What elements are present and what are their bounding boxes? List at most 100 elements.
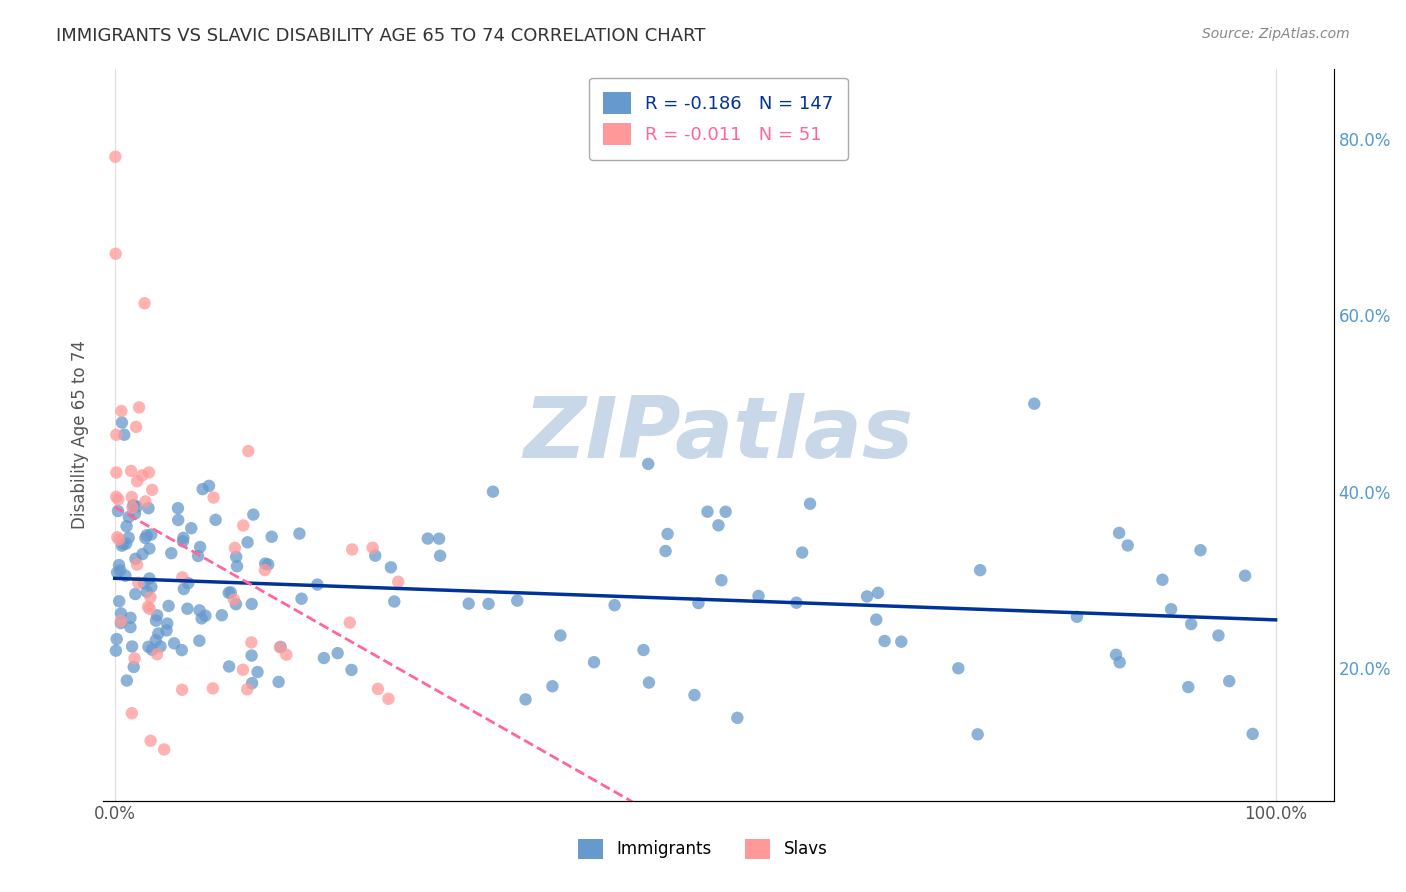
Immigrants bbox=[225, 597, 247, 611]
Immigrants bbox=[211, 608, 233, 623]
Slavs bbox=[105, 466, 128, 480]
Slavs bbox=[134, 296, 156, 310]
Slavs bbox=[125, 558, 148, 572]
Immigrants bbox=[122, 499, 145, 513]
Immigrants bbox=[122, 660, 145, 674]
Immigrants bbox=[111, 416, 134, 430]
Immigrants bbox=[138, 572, 160, 586]
Immigrants bbox=[856, 590, 879, 604]
Immigrants bbox=[873, 634, 896, 648]
Immigrants bbox=[257, 558, 280, 572]
Immigrants bbox=[380, 560, 402, 574]
Immigrants bbox=[969, 563, 991, 577]
Immigrants bbox=[1177, 680, 1199, 694]
Immigrants bbox=[145, 614, 167, 628]
Immigrants bbox=[1160, 602, 1182, 616]
Immigrants bbox=[307, 577, 329, 591]
Immigrants bbox=[1108, 656, 1130, 670]
Immigrants bbox=[1066, 609, 1088, 624]
Immigrants bbox=[226, 559, 249, 574]
Slavs bbox=[110, 404, 132, 418]
Immigrants bbox=[260, 530, 283, 544]
Immigrants bbox=[654, 544, 676, 558]
Immigrants bbox=[180, 521, 202, 535]
Immigrants bbox=[254, 557, 277, 571]
Immigrants bbox=[110, 607, 132, 621]
Immigrants bbox=[710, 574, 733, 588]
Immigrants bbox=[124, 507, 146, 521]
Slavs bbox=[269, 640, 291, 655]
Slavs bbox=[134, 494, 156, 508]
Immigrants bbox=[146, 608, 169, 623]
Slavs bbox=[124, 651, 146, 665]
Slavs bbox=[232, 518, 254, 533]
Immigrants bbox=[172, 531, 194, 545]
Immigrants bbox=[218, 586, 240, 600]
Immigrants bbox=[141, 642, 163, 657]
Immigrants bbox=[138, 640, 160, 654]
Slavs bbox=[224, 541, 246, 555]
Immigrants bbox=[219, 585, 242, 599]
Slavs bbox=[136, 599, 159, 614]
Immigrants bbox=[1024, 397, 1046, 411]
Slavs bbox=[139, 591, 162, 605]
Slavs bbox=[121, 490, 143, 504]
Slavs bbox=[105, 490, 128, 504]
Slavs bbox=[105, 427, 128, 442]
Immigrants bbox=[1108, 525, 1130, 540]
Immigrants bbox=[541, 679, 564, 693]
Immigrants bbox=[696, 505, 718, 519]
Immigrants bbox=[1234, 568, 1257, 582]
Immigrants bbox=[148, 626, 170, 640]
Slavs bbox=[232, 663, 254, 677]
Y-axis label: Disability Age 65 to 74: Disability Age 65 to 74 bbox=[72, 340, 89, 529]
Slavs bbox=[127, 575, 149, 590]
Immigrants bbox=[866, 586, 889, 600]
Slavs bbox=[105, 530, 128, 544]
Slavs bbox=[127, 475, 149, 489]
Slavs bbox=[141, 483, 163, 497]
Immigrants bbox=[637, 457, 659, 471]
Immigrants bbox=[948, 661, 970, 675]
Slavs bbox=[108, 533, 131, 547]
Immigrants bbox=[326, 646, 349, 660]
Immigrants bbox=[429, 549, 451, 563]
Immigrants bbox=[135, 584, 157, 599]
Immigrants bbox=[118, 531, 141, 545]
Slavs bbox=[153, 742, 176, 756]
Immigrants bbox=[191, 482, 214, 496]
Immigrants bbox=[138, 501, 160, 516]
Slavs bbox=[339, 615, 361, 630]
Immigrants bbox=[157, 599, 180, 613]
Immigrants bbox=[785, 596, 807, 610]
Immigrants bbox=[135, 528, 157, 542]
Immigrants bbox=[190, 611, 212, 625]
Immigrants bbox=[141, 580, 163, 594]
Immigrants bbox=[198, 479, 221, 493]
Immigrants bbox=[312, 651, 335, 665]
Slavs bbox=[240, 635, 263, 649]
Immigrants bbox=[707, 518, 730, 533]
Immigrants bbox=[683, 688, 706, 702]
Immigrants bbox=[482, 484, 505, 499]
Immigrants bbox=[364, 549, 387, 563]
Immigrants bbox=[638, 675, 661, 690]
Immigrants bbox=[176, 601, 198, 615]
Immigrants bbox=[138, 541, 160, 556]
Immigrants bbox=[120, 611, 142, 625]
Immigrants bbox=[246, 665, 269, 679]
Slavs bbox=[121, 706, 143, 721]
Immigrants bbox=[582, 655, 605, 669]
Immigrants bbox=[188, 603, 211, 617]
Slavs bbox=[367, 681, 389, 696]
Slavs bbox=[110, 614, 132, 628]
Immigrants bbox=[1241, 727, 1264, 741]
Immigrants bbox=[107, 504, 129, 518]
Slavs bbox=[253, 563, 276, 577]
Immigrants bbox=[112, 537, 135, 551]
Immigrants bbox=[714, 505, 737, 519]
Slavs bbox=[107, 492, 129, 507]
Immigrants bbox=[966, 727, 988, 741]
Immigrants bbox=[865, 613, 887, 627]
Slavs bbox=[361, 541, 384, 555]
